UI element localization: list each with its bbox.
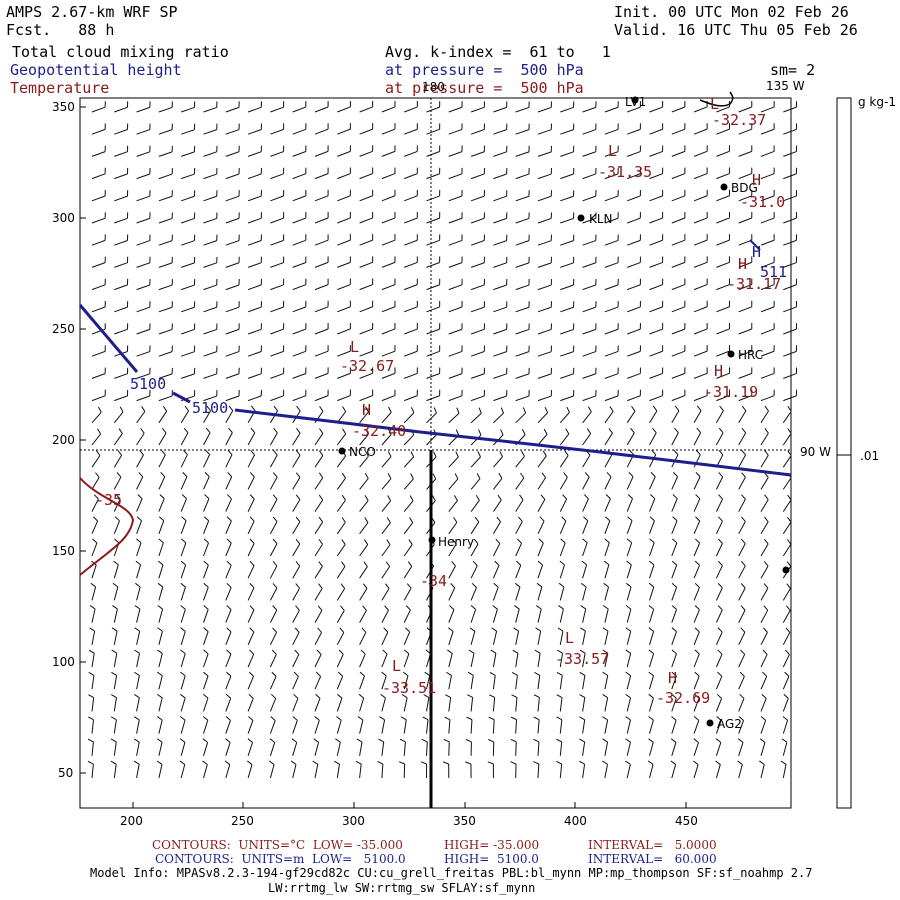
station-ag2: AG2	[717, 717, 742, 731]
field-temperature: Temperature	[10, 79, 110, 97]
model-info: Model Info: MPASv8.2.3-194-gf29cd82c CU:…	[90, 866, 813, 880]
y-tick-200: 200	[52, 433, 75, 447]
station-dot-nco	[338, 447, 346, 455]
x-tick-300: 300	[342, 814, 365, 828]
x-tick-250: 250	[231, 814, 254, 828]
y-tick-150: 150	[52, 544, 75, 558]
station-dot-bdg	[720, 183, 728, 191]
temp-contour-high: HIGH= -35.000	[444, 838, 540, 852]
lon-label-135w: 135 W	[766, 79, 805, 93]
station-kln: KLN	[589, 212, 613, 226]
station-dot-kln	[577, 214, 585, 222]
wind-barbs	[87, 100, 798, 779]
temp-sym-11: L	[392, 657, 402, 675]
pressure-level-height: at pressure = 500 hPa	[385, 61, 584, 79]
smoothing: sm= 2	[770, 61, 816, 79]
height-label-2: 5100	[192, 399, 229, 417]
x-tick-450: 450	[675, 814, 698, 828]
x-tick-350: 350	[453, 814, 476, 828]
temp-val-10: -33.57	[555, 650, 610, 668]
temp-sym-1: L	[710, 95, 720, 113]
y-tick-50: 50	[58, 766, 74, 780]
plot-frame	[79, 97, 792, 809]
temp-val-4: -31.17	[727, 275, 782, 293]
station-nco: NCO	[349, 445, 376, 459]
forecast-hour: Fcst. 88 h	[6, 21, 115, 39]
temp-val-6: -31.19	[704, 383, 759, 401]
height-label-3: 511	[760, 263, 788, 281]
station-dot-henry	[428, 536, 436, 544]
axis-ticks	[80, 106, 687, 808]
station-dot-lv1	[631, 96, 639, 104]
height-contour-5100	[78, 304, 792, 477]
temp-val-9: -34	[420, 572, 448, 590]
temp-sym-4: H	[738, 255, 748, 273]
station-lv1: LV1	[625, 95, 647, 109]
y-tick-250: 250	[52, 322, 75, 336]
valid-time: Valid. 16 UTC Thu 05 Feb 26	[614, 21, 858, 39]
station-henry: Henry	[438, 535, 475, 549]
x-tick-400: 400	[564, 814, 587, 828]
temp-contour-top	[699, 91, 734, 107]
station-dot-edge	[782, 566, 790, 574]
temp-val-5: -32.67	[340, 357, 395, 375]
init-time: Init. 00 UTC Mon 02 Feb 26	[614, 3, 849, 21]
temp-val-7: -32.40	[352, 422, 407, 440]
height-label-1: 5100	[130, 375, 167, 393]
station-hrc: HRC	[738, 348, 764, 362]
field-geopotential: Geopotential height	[10, 61, 182, 79]
temp-val-12: -32.69	[656, 689, 711, 707]
station-bdg: BDG	[731, 181, 758, 195]
avg-k-index: Avg. k-index = 61 to 1	[385, 43, 611, 61]
height-contour-info: CONTOURS: UNITS=m LOW= 5100.0	[155, 852, 406, 866]
y-tick-100: 100	[52, 655, 75, 669]
temp-sym-5: L	[350, 338, 360, 356]
model-info-2: LW:rrtmg_lw SW:rrtmg_sw SFLAY:sf_mynn	[268, 881, 536, 895]
temp-contour-interval: INTERVAL= 5.0000	[588, 838, 717, 852]
model-title: AMPS 2.67-km WRF SP	[6, 3, 178, 21]
height-label-h: H	[752, 243, 762, 261]
temp-sym-6: H	[714, 362, 724, 380]
temp-val-11: -33.51	[382, 679, 437, 697]
temp-sym-7: H	[362, 401, 372, 419]
station-dot-ag2	[706, 719, 714, 727]
temp-sym-12: H	[668, 669, 678, 687]
temp-sym-2: L	[608, 142, 618, 160]
lon-label-180: 180	[422, 80, 445, 94]
field-cloud-mixing: Total cloud mixing ratio	[12, 43, 229, 61]
height-contour-fragment	[749, 239, 761, 251]
y-tick-350: 350	[52, 100, 75, 114]
colorbar-unit: g kg-1	[858, 95, 896, 109]
temp-val-3: -31.0	[740, 193, 786, 211]
x-tick-200: 200	[120, 814, 143, 828]
temp-val-8: -35	[95, 491, 123, 509]
temp-val-2: -31.35	[598, 163, 653, 181]
height-contour-high: HIGH= 5100.0	[444, 852, 539, 866]
temp-contour-info: CONTOURS: UNITS=°C LOW= -35.000	[152, 838, 403, 852]
colorbar-value: .01	[860, 449, 880, 463]
temp-val-1: -32.37	[712, 111, 767, 129]
lon-label-90w: 90 W	[800, 445, 831, 459]
temp-sym-10: L	[565, 629, 575, 647]
temp-contour-35	[79, 477, 135, 576]
pressure-level-temp: at pressure = 500 hPa	[385, 79, 584, 97]
height-contour-interval: INTERVAL= 60.000	[588, 852, 717, 866]
y-tick-300: 300	[52, 211, 75, 225]
colorbar	[836, 97, 852, 809]
station-dot-hrc	[727, 350, 735, 358]
temp-sym-3: H	[752, 171, 762, 189]
